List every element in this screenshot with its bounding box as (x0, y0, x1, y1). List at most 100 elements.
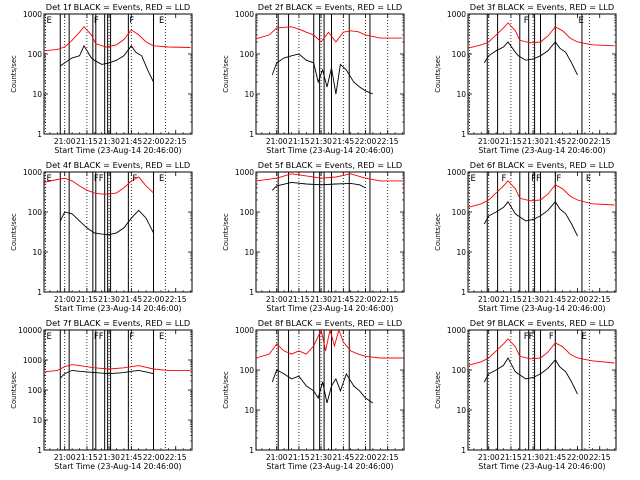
event-marker-label: F (132, 174, 137, 184)
x-tick-label: 22:15 (165, 453, 187, 462)
x-tick-label: 21:30 (98, 137, 120, 146)
y-tick-label: 1000 (23, 356, 42, 365)
y-tick-label: 1000 (235, 168, 254, 177)
x-tick-label: 22:15 (589, 453, 611, 462)
x-axis-label: Start Time (23-Aug-14 20:46:00) (266, 304, 393, 313)
y-tick-label: 10 (244, 248, 254, 257)
chart-panel-3: Det 3f BLACK = Events, RED = LLD 1 10 100 10… (434, 2, 617, 155)
x-tick-label: 21:15 (76, 453, 98, 462)
event-marker-label: FF (531, 174, 541, 184)
event-marker-label: E (470, 174, 475, 184)
plot-frame (43, 171, 193, 293)
y-tick-label: 10 (32, 90, 42, 99)
event-marker-label: F (524, 16, 529, 26)
y-tick-label: 10 (456, 406, 466, 415)
x-tick-label: 21:00 (54, 453, 76, 462)
lld-series-line (467, 22, 615, 49)
event-marker-label: E (586, 174, 591, 184)
y-axis-label: Counts/sec (10, 371, 18, 409)
y-axis-label: Counts/sec (222, 55, 230, 93)
x-axis-label: Start Time (23-Aug-14 20:46:00) (266, 462, 393, 471)
x-tick-label: 21:45 (333, 137, 355, 146)
chart-title: Det 9f BLACK = Events, RED = LLD (470, 318, 614, 328)
event-marker-label: F (94, 16, 99, 26)
y-tick-label: 100 (28, 386, 43, 395)
y-tick-label: 100 (28, 50, 43, 59)
y-tick-label: 1 (461, 288, 466, 297)
y-tick-label: 1000 (447, 326, 466, 335)
chart-panel-6: Det 6f BLACK = Events, RED = LLD 1 10 100 10… (434, 160, 617, 313)
x-tick-label: 22:15 (377, 137, 399, 146)
events-series-line (483, 357, 578, 395)
x-tick-label: 21:00 (478, 137, 500, 146)
events-series-line (271, 369, 374, 404)
x-tick-label: 22:00 (567, 295, 589, 304)
x-axis-label: Start Time (23-Aug-14 20:46:00) (54, 304, 181, 313)
lld-series-line (255, 328, 403, 359)
event-marker-label: F (549, 332, 554, 342)
chart-title: Det 3f BLACK = Events, RED = LLD (470, 2, 614, 12)
event-marker-label: E (159, 16, 164, 26)
x-tick-label: 21:00 (478, 453, 500, 462)
y-axis-label: Counts/sec (10, 213, 18, 251)
event-marker-label: E (579, 16, 584, 26)
x-tick-label: 22:00 (355, 453, 377, 462)
lld-series-line (467, 338, 615, 366)
y-tick-label: 1 (37, 130, 42, 139)
x-tick-label: 22:15 (165, 295, 187, 304)
lld-series-line (255, 26, 403, 43)
y-tick-label: 1 (461, 130, 466, 139)
y-axis-label: Counts/sec (10, 55, 18, 93)
x-tick-label: 21:45 (545, 137, 567, 146)
y-tick-label: 10 (456, 90, 466, 99)
x-tick-label: 22:15 (377, 295, 399, 304)
chart-title: Det 2f BLACK = Events, RED = LLD (258, 2, 402, 12)
x-tick-label: 21:15 (76, 137, 98, 146)
y-tick-label: 1 (37, 446, 42, 455)
x-tick-label: 21:30 (310, 453, 332, 462)
x-tick-label: 21:30 (310, 295, 332, 304)
y-axis-label: Counts/sec (434, 55, 442, 93)
events-series-line (59, 209, 154, 236)
x-tick-label: 21:45 (545, 295, 567, 304)
x-tick-label: 22:15 (589, 137, 611, 146)
x-tick-label: 22:00 (143, 137, 165, 146)
x-tick-label: 21:00 (266, 453, 288, 462)
x-tick-label: 21:30 (522, 295, 544, 304)
y-tick-label: 1000 (447, 10, 466, 19)
y-tick-label: 1 (249, 446, 254, 455)
x-tick-label: 21:15 (500, 137, 522, 146)
x-axis-label: Start Time (23-Aug-14 20:46:00) (54, 146, 181, 155)
y-tick-label: 1000 (23, 168, 42, 177)
y-tick-label: 10 (32, 416, 42, 425)
lld-series-line (255, 173, 403, 182)
event-marker-label: F (129, 332, 134, 342)
y-tick-label: 100 (240, 50, 255, 59)
lld-series-line (43, 364, 191, 373)
x-tick-label: 21:15 (288, 295, 310, 304)
y-tick-label: 1000 (235, 10, 254, 19)
event-marker-label: F (556, 174, 561, 184)
chart-panel-9: Det 9f BLACK = Events, RED = LLD 1 10 100 10… (434, 318, 617, 471)
x-tick-label: 21:45 (333, 453, 355, 462)
x-tick-label: 21:45 (121, 137, 143, 146)
x-tick-label: 22:00 (355, 295, 377, 304)
y-axis-label: Counts/sec (222, 213, 230, 251)
y-tick-label: 1 (37, 288, 42, 297)
y-tick-label: 100 (240, 208, 255, 217)
x-tick-label: 22:00 (567, 453, 589, 462)
x-tick-label: 21:15 (288, 137, 310, 146)
y-tick-label: 100 (452, 366, 467, 375)
x-axis-label: Start Time (23-Aug-14 20:46:00) (266, 146, 393, 155)
event-marker-label: FF (524, 332, 534, 342)
y-tick-label: 100 (452, 50, 467, 59)
y-tick-label: 1000 (235, 326, 254, 335)
x-tick-label: 21:15 (500, 453, 522, 462)
x-tick-label: 21:15 (288, 453, 310, 462)
chart-title: Det 7f BLACK = Events, RED = LLD (46, 318, 190, 328)
chart-panel-4: Det 4f BLACK = Events, RED = LLD 1 10 100 10… (10, 160, 193, 313)
event-marker-label: FF (94, 174, 104, 184)
events-series-line (271, 53, 374, 95)
x-tick-label: 22:15 (589, 295, 611, 304)
x-tick-label: 21:15 (76, 295, 98, 304)
